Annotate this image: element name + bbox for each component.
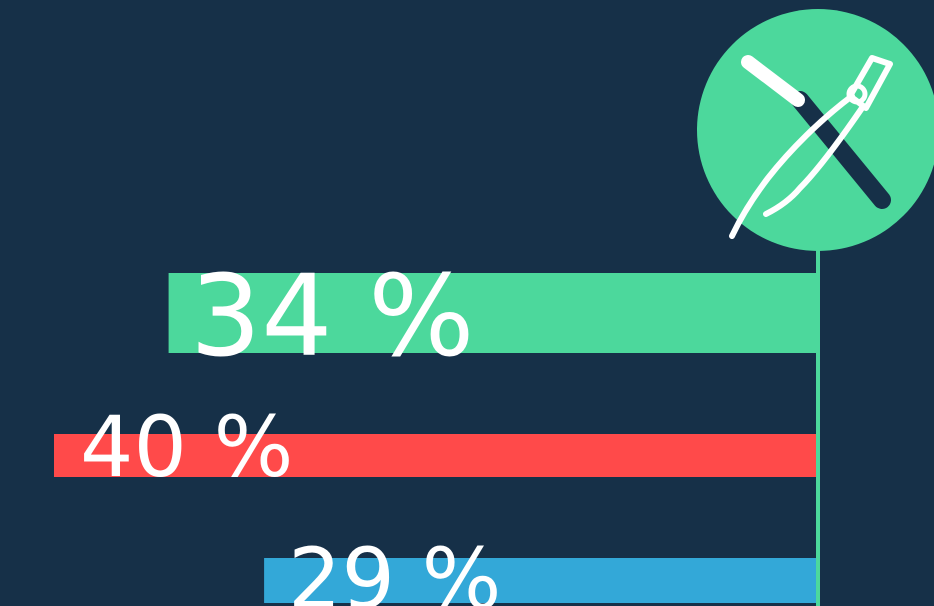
plier-pivot [846,83,868,105]
value-label: 29 % [288,530,501,606]
plier-arm [763,105,865,217]
bars: 34 % 40 % 29 % [54,252,819,606]
value-label: 34 % [190,252,475,382]
bar [264,558,819,603]
file-blade [741,55,805,107]
file-handle [791,91,891,209]
value-label: 40 % [80,398,293,496]
plier-jaw [847,55,893,111]
bar [54,434,818,477]
bar [168,273,819,353]
plier-arm [729,93,855,239]
tool-icon [697,9,934,251]
